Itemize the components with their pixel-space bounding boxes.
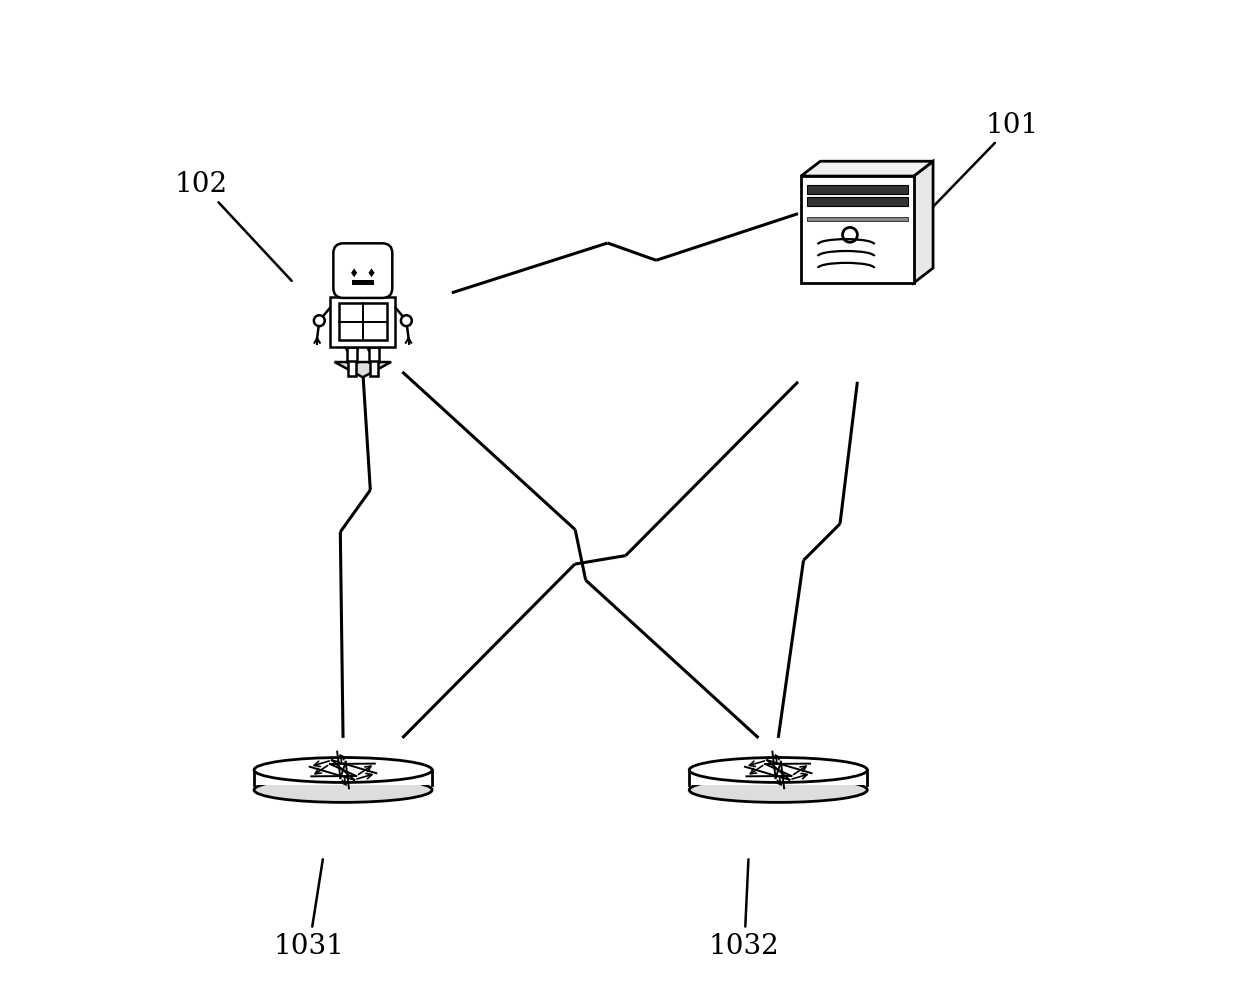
Polygon shape [801, 162, 932, 177]
Polygon shape [368, 270, 374, 278]
Circle shape [842, 228, 857, 243]
Polygon shape [335, 363, 391, 378]
Text: 1031: 1031 [274, 860, 345, 959]
Bar [352, 282, 373, 286]
Ellipse shape [689, 758, 867, 783]
Text: 102: 102 [175, 171, 291, 282]
Circle shape [368, 342, 379, 354]
Circle shape [314, 316, 325, 327]
Circle shape [346, 342, 358, 354]
Ellipse shape [254, 778, 432, 803]
Ellipse shape [254, 758, 432, 783]
Bar [339, 304, 387, 341]
Bar [807, 197, 908, 206]
Circle shape [401, 316, 412, 327]
Bar [807, 217, 908, 221]
Bar [330, 298, 396, 348]
Bar [807, 185, 908, 194]
Bar [368, 348, 378, 363]
Bar [254, 771, 432, 786]
Polygon shape [914, 162, 932, 284]
Bar [348, 362, 356, 377]
Bar [801, 177, 914, 284]
FancyBboxPatch shape [334, 244, 392, 299]
Ellipse shape [689, 778, 867, 803]
Polygon shape [351, 270, 357, 278]
Text: 1032: 1032 [709, 860, 780, 959]
Bar [689, 771, 867, 786]
Text: 101: 101 [919, 112, 1039, 222]
Bar [370, 362, 377, 377]
Bar [347, 348, 357, 363]
